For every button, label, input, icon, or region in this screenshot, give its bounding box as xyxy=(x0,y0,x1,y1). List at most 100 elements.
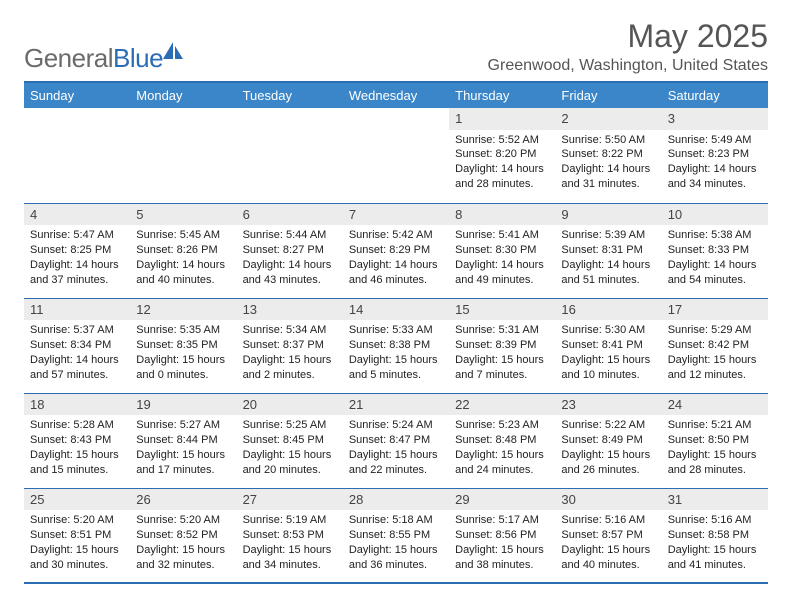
calendar-cell: 7Sunrise: 5:42 AMSunset: 8:29 PMDaylight… xyxy=(343,203,449,298)
calendar-cell: 26Sunrise: 5:20 AMSunset: 8:52 PMDayligh… xyxy=(130,488,236,583)
sunset-text: Sunset: 8:20 PM xyxy=(455,147,549,162)
calendar-cell: 4Sunrise: 5:47 AMSunset: 8:25 PMDaylight… xyxy=(24,203,130,298)
sunrise-text: Sunrise: 5:52 AM xyxy=(455,133,549,148)
sunrise-text: Sunrise: 5:27 AM xyxy=(136,418,230,433)
day-body: Sunrise: 5:41 AMSunset: 8:30 PMDaylight:… xyxy=(449,225,555,291)
day-number: 16 xyxy=(555,299,661,321)
day-number: 30 xyxy=(555,489,661,511)
calendar-cell: 6Sunrise: 5:44 AMSunset: 8:27 PMDaylight… xyxy=(237,203,343,298)
day-body: Sunrise: 5:50 AMSunset: 8:22 PMDaylight:… xyxy=(555,130,661,196)
calendar-cell: 1Sunrise: 5:52 AMSunset: 8:20 PMDaylight… xyxy=(449,108,555,203)
day-body: Sunrise: 5:47 AMSunset: 8:25 PMDaylight:… xyxy=(24,225,130,291)
day-number: 3 xyxy=(662,108,768,130)
calendar-cell: 24Sunrise: 5:21 AMSunset: 8:50 PMDayligh… xyxy=(662,393,768,488)
weekday-header: Friday xyxy=(555,82,661,108)
calendar-cell: 17 Sunrise: 5:29 AMSunset: 8:42 PMDayligh… xyxy=(662,298,768,393)
day-body: Sunrise: 5:25 AMSunset: 8:45 PMDaylight:… xyxy=(237,415,343,481)
day-number: 28 xyxy=(343,489,449,511)
calendar-week-row: 25Sunrise: 5:20 AMSunset: 8:51 PMDayligh… xyxy=(24,488,768,583)
sunrise-text: Sunrise: 5:49 AM xyxy=(668,133,762,148)
logo: GeneralBlue xyxy=(24,36,185,75)
day-body: Sunrise: 5:18 AMSunset: 8:55 PMDaylight:… xyxy=(343,510,449,576)
sunset-text: Sunset: 8:55 PM xyxy=(349,528,443,543)
calendar-cell: 16Sunrise: 5:30 AMSunset: 8:41 PMDayligh… xyxy=(555,298,661,393)
sunset-text: Sunset: 8:37 PM xyxy=(243,338,337,353)
weekday-header: Sunday xyxy=(24,82,130,108)
sunrise-text: Sunrise: 5:24 AM xyxy=(349,418,443,433)
page-title: May 2025 xyxy=(488,18,768,55)
weekday-header: Thursday xyxy=(449,82,555,108)
day-number: 23 xyxy=(555,394,661,416)
day-body: Sunrise: 5:52 AMSunset: 8:20 PMDaylight:… xyxy=(449,130,555,196)
sunrise-text: Sunrise: 5:21 AM xyxy=(668,418,762,433)
calendar-cell: 29Sunrise: 5:17 AMSunset: 8:56 PMDayligh… xyxy=(449,488,555,583)
day-number: 20 xyxy=(237,394,343,416)
sunset-text: Sunset: 8:45 PM xyxy=(243,433,337,448)
sunrise-text: Sunrise: 5:16 AM xyxy=(561,513,655,528)
day-body: Sunrise: 5:24 AMSunset: 8:47 PMDaylight:… xyxy=(343,415,449,481)
daylight-text: Daylight: 15 hours and 34 minutes. xyxy=(243,543,337,573)
day-body: Sunrise: 5:45 AMSunset: 8:26 PMDaylight:… xyxy=(130,225,236,291)
calendar-body: 1Sunrise: 5:52 AMSunset: 8:20 PMDaylight… xyxy=(24,108,768,583)
calendar-cell: 10Sunrise: 5:38 AMSunset: 8:33 PMDayligh… xyxy=(662,203,768,298)
sunrise-text: Sunrise: 5:19 AM xyxy=(243,513,337,528)
sunrise-text: Sunrise: 5:23 AM xyxy=(455,418,549,433)
sunrise-text: Sunrise: 5:35 AM xyxy=(136,323,230,338)
day-number: 13 xyxy=(237,299,343,321)
day-number: 17 xyxy=(662,299,768,321)
calendar-cell: 15Sunrise: 5:31 AMSunset: 8:39 PMDayligh… xyxy=(449,298,555,393)
day-number: 9 xyxy=(555,204,661,226)
sunset-text: Sunset: 8:48 PM xyxy=(455,433,549,448)
sunrise-text: Sunrise: 5:39 AM xyxy=(561,228,655,243)
daylight-text: Daylight: 15 hours and 7 minutes. xyxy=(455,353,549,383)
day-body: Sunrise: 5:42 AMSunset: 8:29 PMDaylight:… xyxy=(343,225,449,291)
sunset-text: Sunset: 8:42 PM xyxy=(668,338,762,353)
daylight-text: Daylight: 15 hours and 17 minutes. xyxy=(136,448,230,478)
daylight-text: Daylight: 15 hours and 0 minutes. xyxy=(136,353,230,383)
daylight-text: Daylight: 14 hours and 28 minutes. xyxy=(455,162,549,192)
sunrise-text: Sunrise: 5:42 AM xyxy=(349,228,443,243)
day-body: Sunrise: 5:34 AMSunset: 8:37 PMDaylight:… xyxy=(237,320,343,386)
daylight-text: Daylight: 15 hours and 30 minutes. xyxy=(30,543,124,573)
calendar-cell: 23Sunrise: 5:22 AMSunset: 8:49 PMDayligh… xyxy=(555,393,661,488)
daylight-text: Daylight: 15 hours and 5 minutes. xyxy=(349,353,443,383)
daylight-text: Daylight: 14 hours and 46 minutes. xyxy=(349,258,443,288)
weekday-header: Wednesday xyxy=(343,82,449,108)
sunrise-text: Sunrise: 5:28 AM xyxy=(30,418,124,433)
sunrise-text: Sunrise: 5:29 AM xyxy=(668,323,762,338)
daylight-text: Daylight: 15 hours and 12 minutes. xyxy=(668,353,762,383)
sunrise-text: Sunrise: 5:22 AM xyxy=(561,418,655,433)
sunset-text: Sunset: 8:29 PM xyxy=(349,243,443,258)
logo-text-gray: General xyxy=(24,43,113,73)
calendar-cell: 9Sunrise: 5:39 AMSunset: 8:31 PMDaylight… xyxy=(555,203,661,298)
sunrise-text: Sunrise: 5:34 AM xyxy=(243,323,337,338)
calendar-week-row: 18Sunrise: 5:28 AMSunset: 8:43 PMDayligh… xyxy=(24,393,768,488)
calendar-cell: 2Sunrise: 5:50 AMSunset: 8:22 PMDaylight… xyxy=(555,108,661,203)
page-header: GeneralBlue May 2025 Greenwood, Washingt… xyxy=(24,18,768,75)
calendar-cell: 28Sunrise: 5:18 AMSunset: 8:55 PMDayligh… xyxy=(343,488,449,583)
day-body: Sunrise: 5:17 AMSunset: 8:56 PMDaylight:… xyxy=(449,510,555,576)
day-number: 29 xyxy=(449,489,555,511)
day-body: Sunrise: 5:20 AMSunset: 8:51 PMDaylight:… xyxy=(24,510,130,576)
day-number: 27 xyxy=(237,489,343,511)
weekday-row: SundayMondayTuesdayWednesdayThursdayFrid… xyxy=(24,82,768,108)
location-text: Greenwood, Washington, United States xyxy=(488,57,768,75)
day-body: Sunrise: 5:39 AMSunset: 8:31 PMDaylight:… xyxy=(555,225,661,291)
sunrise-text: Sunrise: 5:20 AM xyxy=(30,513,124,528)
day-number: 18 xyxy=(24,394,130,416)
day-body: Sunrise: 5:16 AMSunset: 8:57 PMDaylight:… xyxy=(555,510,661,576)
calendar-cell xyxy=(24,108,130,203)
day-number: 1 xyxy=(449,108,555,130)
sunrise-text: Sunrise: 5:20 AM xyxy=(136,513,230,528)
calendar-cell: 12Sunrise: 5:35 AMSunset: 8:35 PMDayligh… xyxy=(130,298,236,393)
daylight-text: Daylight: 14 hours and 54 minutes. xyxy=(668,258,762,288)
day-body: Sunrise: 5:37 AMSunset: 8:34 PMDaylight:… xyxy=(24,320,130,386)
sunset-text: Sunset: 8:35 PM xyxy=(136,338,230,353)
day-body: Sunrise: 5:33 AMSunset: 8:38 PMDaylight:… xyxy=(343,320,449,386)
day-body: Sunrise: 5:38 AMSunset: 8:33 PMDaylight:… xyxy=(662,225,768,291)
day-number: 6 xyxy=(237,204,343,226)
daylight-text: Daylight: 15 hours and 20 minutes. xyxy=(243,448,337,478)
day-body: Sunrise: 5:44 AMSunset: 8:27 PMDaylight:… xyxy=(237,225,343,291)
calendar-cell: 11Sunrise: 5:37 AMSunset: 8:34 PMDayligh… xyxy=(24,298,130,393)
daylight-text: Daylight: 15 hours and 36 minutes. xyxy=(349,543,443,573)
